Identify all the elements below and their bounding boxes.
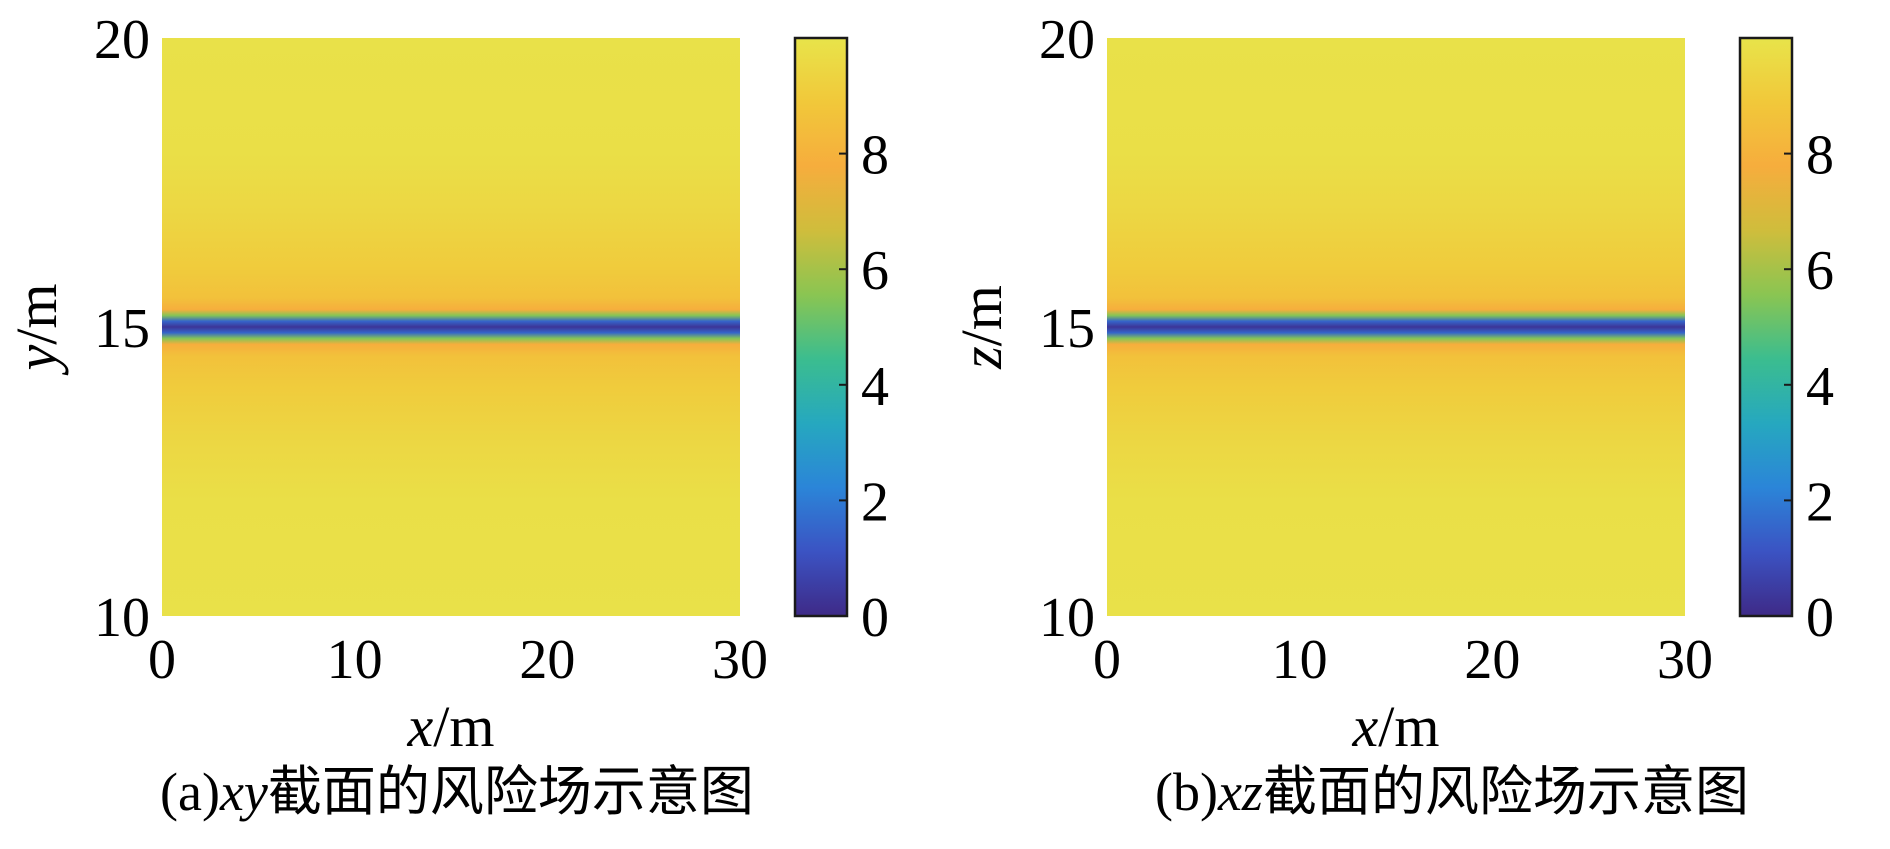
y-tick-label: 10	[1039, 587, 1095, 649]
x-tick-label: 10	[1272, 629, 1328, 691]
colorbar-tick-label: 2	[861, 471, 889, 533]
x-tick-label: 10	[327, 629, 383, 691]
caption-b: (b)xz截面的风险场示意图	[1155, 762, 1749, 822]
x-tick-label: 0	[148, 629, 176, 691]
x-tick-label: 0	[1093, 629, 1121, 691]
caption-b-suffix: 截面的风险场示意图	[1262, 762, 1749, 822]
y-tick-label: 15	[94, 298, 150, 360]
heatmap-field	[1107, 38, 1685, 616]
colorbar-tick-label: 4	[861, 356, 889, 418]
caption-a-suffix: 截面的风险场示意图	[267, 762, 754, 822]
colorbar	[793, 36, 849, 618]
caption-a: (a)xy截面的风险场示意图	[160, 762, 754, 822]
x-axis-title: x/m	[1352, 694, 1440, 759]
panel-a: 0 10 20 30 10 15 20 x/m y/m 0 2 4 6 8 (a)xy截面的风险场示意图	[4, 9, 889, 822]
panel-b: 0 10 20 30 10 15 20 x/m z/m 0 2 4 6 8 (b)xz截面的风险场示意图	[945, 0, 1890, 849]
caption-a-prefix: (a)	[160, 762, 220, 822]
x-tick-label: 20	[519, 629, 575, 691]
colorbar-tick-label: 8	[1806, 125, 1834, 187]
y-tick-label: 20	[1039, 9, 1095, 71]
colorbar-tick-label: 2	[1806, 471, 1834, 533]
y-axis-title: z/m	[949, 285, 1014, 370]
x-axis-title: x/m	[407, 694, 495, 759]
y-tick-label: 15	[1039, 298, 1095, 360]
y-tick-label: 10	[94, 587, 150, 649]
heatmap-field	[162, 38, 740, 616]
x-tick-label: 30	[1657, 629, 1713, 691]
y-axis-title: y/m	[4, 284, 69, 376]
caption-b-prefix: (b)	[1155, 762, 1218, 822]
colorbar	[1738, 36, 1794, 618]
x-tick-label: 20	[1464, 629, 1520, 691]
colorbar-tick-label: 6	[861, 240, 889, 302]
colorbar-tick-label: 0	[861, 587, 889, 649]
y-tick-label: 20	[94, 9, 150, 71]
caption-a-italic: xy	[219, 762, 268, 822]
caption-b-italic: xz	[1217, 762, 1263, 822]
colorbar-tick-label: 8	[861, 125, 889, 187]
colorbar-tick-label: 6	[1806, 240, 1834, 302]
colorbar-tick-label: 4	[1806, 356, 1834, 418]
x-tick-label: 30	[712, 629, 768, 691]
colorbar-tick-label: 0	[1806, 587, 1834, 649]
